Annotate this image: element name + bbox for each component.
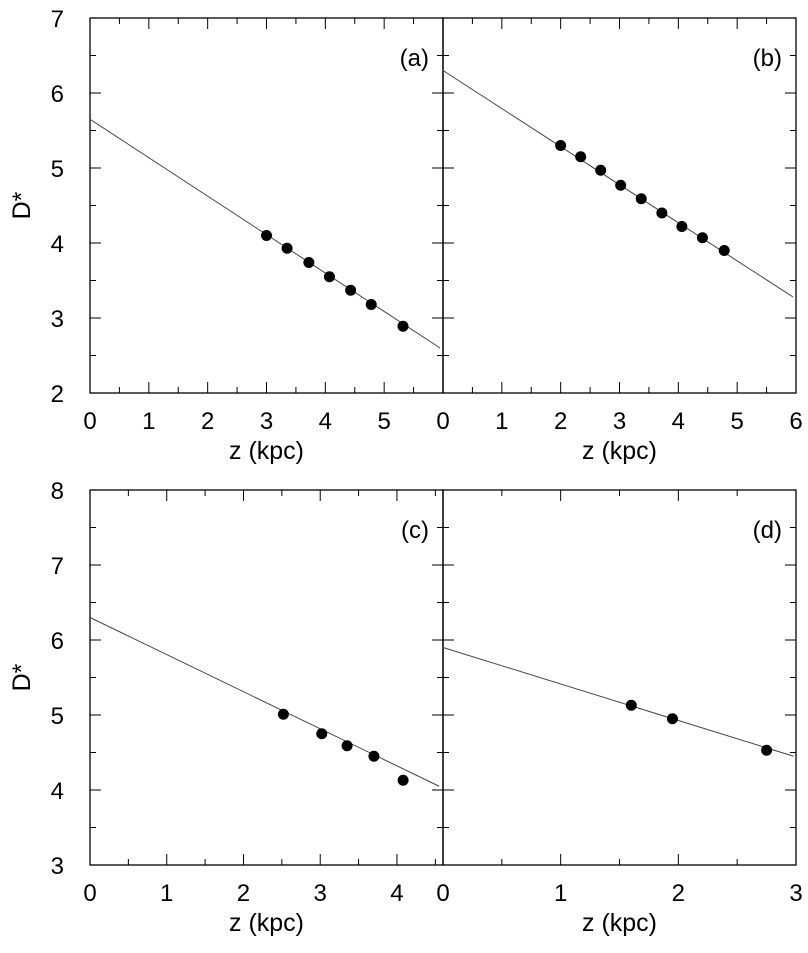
fit-line-c: [89, 617, 440, 787]
y-tick-label: 3: [51, 853, 64, 880]
y-tick-label: 5: [51, 156, 64, 183]
plot-frame-a: [89, 17, 444, 394]
x-tick-label: 2: [672, 880, 685, 907]
x-tick-label: 2: [201, 408, 214, 435]
x-tick-label: 3: [613, 408, 626, 435]
data-point: [316, 728, 328, 740]
x-tick-label: 2: [554, 408, 567, 435]
y-axis-label: D*: [8, 191, 36, 219]
y-tick-label: 6: [51, 81, 64, 108]
panel-label-c: (c): [401, 517, 429, 544]
data-point: [676, 221, 688, 232]
y-axis-label: D*: [8, 663, 36, 691]
data-point: [397, 320, 409, 332]
x-tick-label: 0: [83, 408, 96, 435]
y-tick-label: 2: [51, 381, 64, 408]
data-point: [368, 750, 380, 762]
x-tick-label: 5: [377, 408, 390, 435]
data-point: [615, 179, 627, 191]
panel-d: 0 1 2 3 z (kpc) (d): [436, 489, 803, 937]
panel-label-b: (b): [753, 45, 782, 72]
data-point: [323, 271, 335, 283]
data-point: [555, 140, 567, 151]
data-point: [303, 257, 315, 268]
data-point: [595, 164, 607, 176]
x-tick-label: 1: [160, 880, 173, 907]
x-axis-label: z (kpc): [582, 909, 657, 937]
x-axis-label: z (kpc): [229, 437, 304, 465]
x-tick-label: 3: [314, 880, 327, 907]
data-point: [341, 740, 353, 752]
x-tick-label: 0: [436, 408, 449, 435]
data-point: [635, 193, 647, 205]
y-tick-label: 6: [51, 628, 64, 655]
y-tick-label: 8: [51, 478, 64, 505]
panel-label-a: (a): [400, 45, 429, 72]
y-tick-label: 4: [51, 778, 64, 805]
x-tick-label: 4: [319, 408, 332, 435]
data-point: [277, 708, 289, 720]
data-point: [625, 699, 637, 711]
x-tick-label: 6: [789, 408, 802, 435]
x-axis-label: z (kpc): [229, 909, 304, 937]
x-tick-label: 1: [554, 880, 567, 907]
x-tick-label: 3: [789, 880, 802, 907]
x-axis-label: z (kpc): [582, 437, 657, 465]
x-tick-label: 4: [390, 880, 403, 907]
data-point: [575, 151, 587, 163]
data-point: [656, 207, 668, 219]
data-point: [281, 242, 293, 254]
x-tick-label: 4: [672, 408, 685, 435]
plot-frame-b: [442, 17, 797, 394]
y-tick-label: 7: [51, 553, 64, 580]
panel-b: 0 1 2 3 4 5 6 z (kpc) (b): [436, 17, 803, 465]
panel-a: 0 1 2 3 4 5 2 3 4 5 6 7 z (kpc) D* (a): [8, 6, 444, 465]
data-point: [345, 284, 357, 296]
y-tick-label: 3: [51, 306, 64, 333]
y-tick-label: 7: [51, 6, 64, 33]
fit-line-d: [442, 647, 794, 757]
x-tick-label: 1: [495, 408, 508, 435]
plot-frame-c: [89, 489, 444, 866]
y-tick-label: 5: [51, 703, 64, 730]
x-tick-label: 5: [730, 408, 743, 435]
x-tick-label: 0: [436, 880, 449, 907]
plot-frame-d: [442, 489, 797, 866]
data-point: [761, 744, 773, 756]
data-point: [261, 230, 272, 241]
x-tick-label: 2: [237, 880, 250, 907]
data-point: [718, 245, 730, 256]
data-point: [696, 232, 708, 244]
y-tick-label: 4: [51, 231, 64, 258]
x-tick-label: 0: [83, 880, 96, 907]
data-point: [666, 713, 678, 725]
x-tick-label: 1: [142, 408, 155, 435]
data-point: [365, 299, 377, 310]
data-point: [397, 774, 409, 786]
x-tick-label: 3: [260, 408, 273, 435]
panel-label-d: (d): [753, 517, 782, 544]
panel-c: 0 1 2 3 4 3 4 5 6 7 8 z (kpc) D* (c): [8, 478, 444, 937]
